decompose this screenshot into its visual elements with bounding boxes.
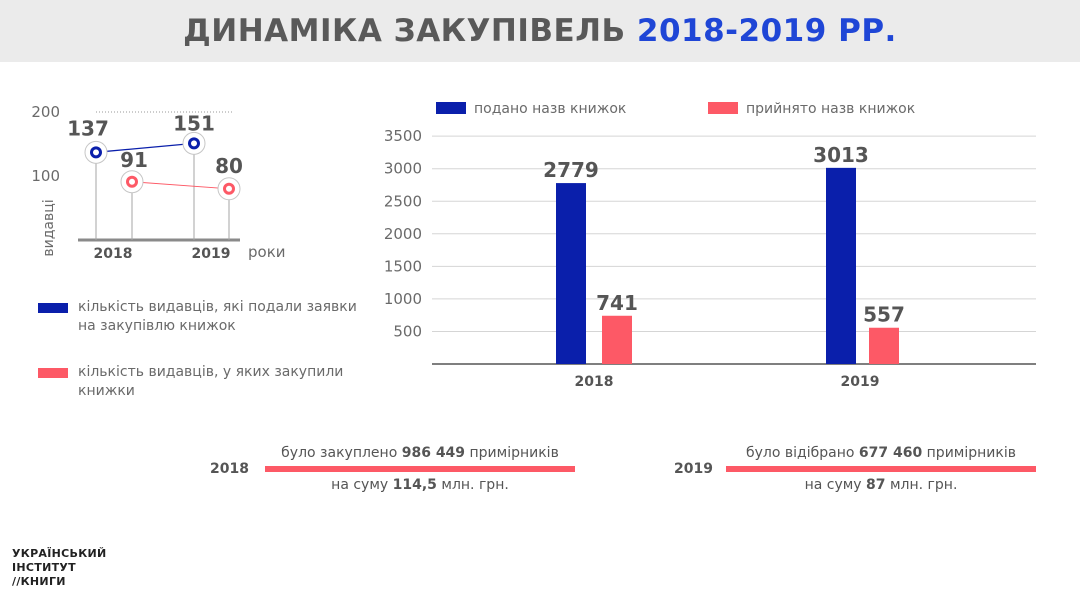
logo: УКРАЇНСЬКИЙ ІНСТИТУТ //КНИГИ — [12, 547, 107, 589]
summary-line-2: на суму 114,5 млн. грн. — [331, 477, 509, 493]
series-line — [95, 142, 195, 153]
y-tick-label: 200 — [31, 103, 60, 121]
y-tick-label: 3500 — [384, 127, 422, 145]
legend-swatch-red — [708, 102, 738, 114]
legend-swatch-red — [38, 368, 68, 378]
legend-swatch-blue — [38, 303, 68, 313]
x-axis-label: роки — [248, 243, 286, 261]
legend-item-submitted-titles: подано назв книжок — [436, 101, 626, 117]
summary-line-2: на суму 87 млн. грн. — [804, 477, 958, 493]
title-accent: 2018-2019 РР. — [636, 13, 897, 49]
y-tick-label: 2500 — [384, 192, 422, 210]
logo-line: //КНИГИ — [12, 575, 66, 588]
logo-line: ІНСТИТУТ — [12, 561, 76, 574]
page-title: ДИНАМІКА ЗАКУПІВЕЛЬ 2018-2019 РР. — [0, 0, 1080, 62]
data-label: 2779 — [543, 158, 599, 182]
y-tick-label: 1000 — [384, 290, 422, 308]
x-tick-label: 2019 — [192, 246, 231, 262]
bar — [602, 315, 632, 364]
series-line — [131, 181, 230, 190]
summary-year: 2019 — [674, 461, 713, 477]
data-label: 557 — [863, 303, 905, 327]
summary-year: 2018 — [210, 461, 249, 477]
data-point — [223, 182, 235, 195]
legend-swatch-blue — [436, 102, 466, 114]
summary-divider — [265, 466, 575, 472]
data-label: 3013 — [813, 143, 869, 167]
legend-label: прийнято назв книжок — [746, 101, 916, 117]
data-label: 80 — [215, 154, 243, 178]
summary-2019: 2019 було відібрано 677 460 примірників … — [674, 442, 1054, 502]
legend-label: кількість видавців, у яких закупили книж… — [78, 364, 344, 399]
y-tick-label: 3000 — [384, 160, 422, 178]
summary-2018: 2018 було закуплено 986 449 примірників … — [210, 442, 590, 502]
title-main: ДИНАМІКА ЗАКУПІВЕЛЬ — [183, 13, 626, 49]
summary-divider — [726, 466, 1036, 472]
bar — [556, 183, 586, 364]
bar — [869, 327, 899, 364]
legend-item-submitted-publishers: кількість видавців, які подали заявки на… — [38, 298, 357, 338]
data-label: 151 — [173, 111, 215, 135]
data-point — [126, 175, 138, 188]
y-tick-label: 500 — [393, 322, 422, 340]
x-tick-label: 2018 — [94, 246, 133, 262]
data-label: 91 — [120, 148, 148, 172]
data-label: 137 — [67, 116, 109, 140]
data-label: 741 — [596, 291, 638, 315]
x-tick-label: 2019 — [841, 374, 880, 390]
data-point — [90, 146, 102, 159]
logo-line: УКРАЇНСЬКИЙ — [12, 547, 107, 560]
summary-line-1: було відібрано 677 460 примірників — [746, 445, 1016, 461]
legend-label: кількість видавців, які подали заявки на… — [78, 299, 357, 334]
y-tick-label: 1500 — [384, 257, 422, 275]
y-tick-label: 100 — [31, 167, 60, 185]
data-point — [188, 137, 200, 150]
y-tick-label: 2000 — [384, 225, 422, 243]
x-tick-label: 2018 — [575, 374, 614, 390]
legend-label: подано назв книжок — [474, 101, 627, 117]
bar — [826, 167, 856, 364]
legend-item-purchased-publishers: кількість видавців, у яких закупили книж… — [38, 363, 343, 403]
legend-item-accepted-titles: прийнято назв книжок — [708, 101, 915, 117]
y-axis-label: видавці — [41, 199, 57, 256]
summary-line-1: було закуплено 986 449 примірників — [281, 445, 559, 461]
